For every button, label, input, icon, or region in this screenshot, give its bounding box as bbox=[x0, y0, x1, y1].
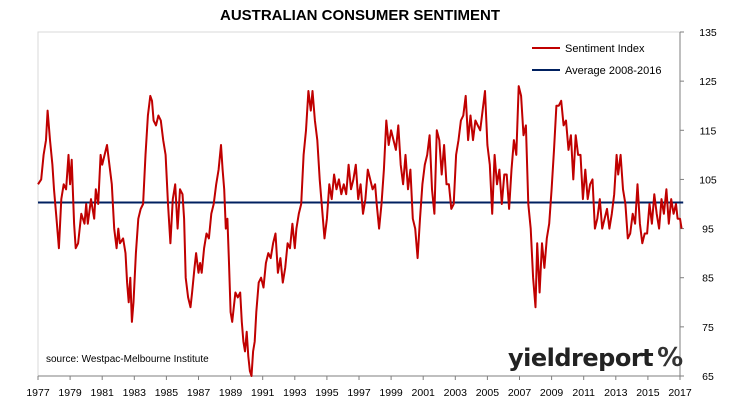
x-tick-label: 1979 bbox=[58, 387, 82, 399]
x-tick-label: 2001 bbox=[412, 387, 436, 399]
brand-logo: yieldreport % bbox=[508, 343, 683, 373]
x-tick-label: 1981 bbox=[91, 387, 115, 399]
legend-label-average: Average 2008-2016 bbox=[565, 65, 661, 77]
x-tick-label: 2003 bbox=[444, 387, 468, 399]
y-tick-label: 95 bbox=[702, 224, 714, 236]
x-tick-label: 1983 bbox=[123, 387, 147, 399]
x-tick-label: 2017 bbox=[668, 387, 692, 399]
x-axis: 1977 1979 1981 1983 1985 1987 1989 1991 1993 1995… bbox=[26, 375, 692, 399]
legend-label-sentiment: Sentiment Index bbox=[565, 43, 645, 55]
series-sentiment-line bbox=[37, 85, 683, 377]
x-tick-label: 1995 bbox=[315, 387, 339, 399]
x-tick-label: 1985 bbox=[155, 387, 179, 399]
x-tick-label: 1997 bbox=[347, 387, 371, 399]
y-tick-label: 65 bbox=[702, 371, 714, 383]
y-tick-label: 135 bbox=[699, 27, 717, 39]
y-tick-label: 115 bbox=[700, 125, 717, 137]
x-tick-label: 1989 bbox=[219, 387, 243, 399]
percent-logo-icon: % bbox=[657, 343, 684, 373]
y-tick-label: 75 bbox=[702, 322, 714, 334]
chart-title: AUSTRALIAN CONSUMER SENTIMENT bbox=[220, 7, 500, 24]
plot-border bbox=[37, 31, 681, 377]
y-tick-label: 105 bbox=[699, 174, 717, 186]
plot-area bbox=[37, 31, 681, 377]
source-note: source: Westpac-Melbourne Institute bbox=[46, 354, 209, 365]
y-tick-label: 125 bbox=[699, 76, 717, 88]
x-tick-label: 2013 bbox=[604, 387, 628, 399]
y-tick-label: 85 bbox=[702, 273, 714, 285]
series-layer bbox=[37, 85, 684, 377]
x-tick-label: 2007 bbox=[508, 387, 532, 399]
x-tick-label: 1977 bbox=[26, 387, 50, 399]
x-tick-label: 2009 bbox=[540, 387, 564, 399]
x-tick-label: 1999 bbox=[379, 387, 403, 399]
legend: Sentiment Index Average 2008-2016 bbox=[532, 43, 661, 77]
x-tick-label: 1991 bbox=[251, 387, 275, 399]
x-tick-label: 2015 bbox=[636, 387, 660, 399]
x-tick-label: 1987 bbox=[187, 387, 211, 399]
x-tick-label: 1993 bbox=[283, 387, 307, 399]
y-axis: 65 75 85 95 105 115 125 135 bbox=[679, 27, 717, 383]
brand-wordmark: yieldreport bbox=[508, 344, 654, 372]
x-tick-label: 2011 bbox=[572, 387, 595, 399]
x-tick-label: 2005 bbox=[476, 387, 500, 399]
